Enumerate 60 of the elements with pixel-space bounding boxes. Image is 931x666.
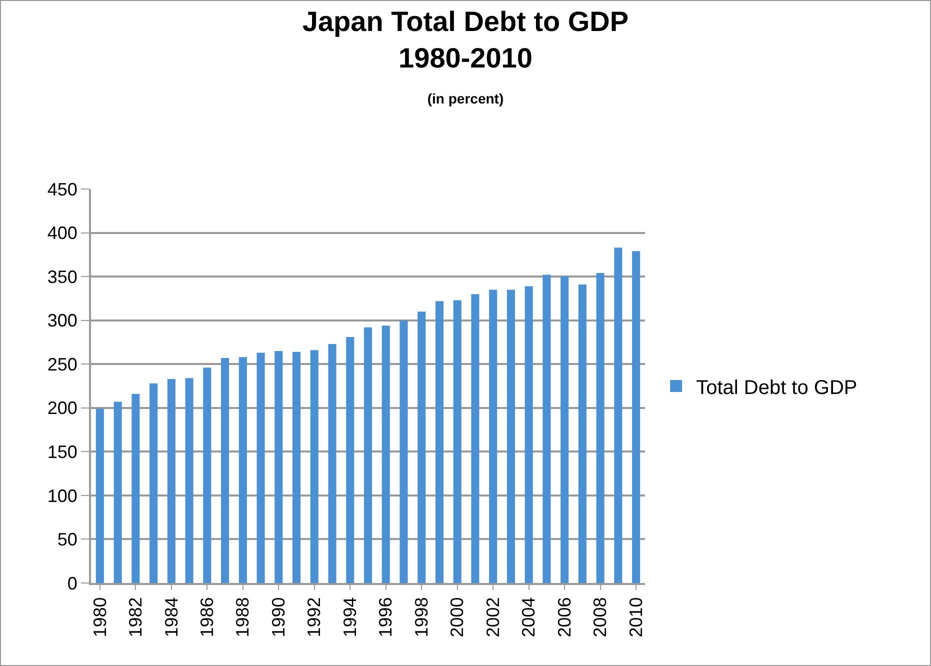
chart-subtitle: (in percent) [427, 90, 504, 107]
bar [632, 251, 640, 583]
bar [96, 408, 104, 583]
bar [221, 358, 230, 583]
chart-title: Japan Total Debt to GDP 1980-2010 [302, 6, 629, 74]
x-tick-label: 1998 [411, 597, 432, 638]
bar [489, 290, 498, 583]
x-tick-label: 1984 [161, 597, 182, 638]
bar [578, 284, 586, 583]
bar [560, 276, 569, 583]
y-tick-label: 250 [47, 354, 78, 374]
bar [274, 350, 283, 583]
bar [114, 402, 122, 583]
y-tick-label: 200 [47, 398, 78, 418]
bar [203, 368, 212, 583]
bar [150, 383, 158, 583]
bar [132, 394, 140, 583]
bar [364, 327, 372, 583]
bar [506, 290, 515, 583]
x-tick-label: 1990 [268, 597, 288, 638]
bar [185, 378, 194, 583]
bar [382, 326, 390, 583]
y-tick-label: 450 [47, 179, 78, 200]
bar [400, 320, 408, 583]
y-tick-label: 100 [47, 486, 78, 506]
bar [292, 352, 301, 583]
bar [524, 286, 533, 583]
bar [471, 294, 480, 583]
bar [614, 248, 622, 583]
x-tick-label: 1980 [90, 597, 110, 638]
y-tick-label: 0 [67, 573, 78, 594]
x-tick-label: 1992 [304, 597, 324, 638]
x-tick-label: 2008 [590, 597, 610, 638]
bar [328, 344, 336, 583]
x-tick-label: 2006 [554, 597, 574, 638]
bar [435, 301, 444, 583]
bar [167, 379, 176, 583]
bar [256, 352, 265, 583]
bar [310, 350, 318, 583]
x-tick-label: 2010 [626, 597, 646, 638]
x-tick-label: 1988 [232, 597, 253, 638]
y-tick-label: 350 [47, 266, 78, 287]
bar [453, 300, 462, 583]
x-tick-label: 1994 [340, 597, 360, 638]
bar [596, 273, 604, 583]
bar [542, 274, 551, 583]
x-tick-label: 1986 [197, 597, 218, 638]
y-tick-label: 150 [47, 442, 78, 462]
x-tick-label: 1982 [126, 597, 146, 638]
bar [418, 312, 426, 583]
x-tick-label: 2000 [447, 597, 468, 638]
y-tick-label: 300 [47, 310, 78, 331]
x-tick-label: 2004 [518, 597, 539, 638]
x-tick-label: 2002 [482, 597, 503, 638]
y-tick-label: 400 [47, 223, 78, 244]
bar [238, 357, 247, 583]
y-tick-label: 50 [57, 530, 78, 550]
bar [346, 336, 354, 583]
legend-label: Total Debt to GDP [696, 376, 858, 399]
x-tick-label: 1996 [376, 597, 396, 638]
